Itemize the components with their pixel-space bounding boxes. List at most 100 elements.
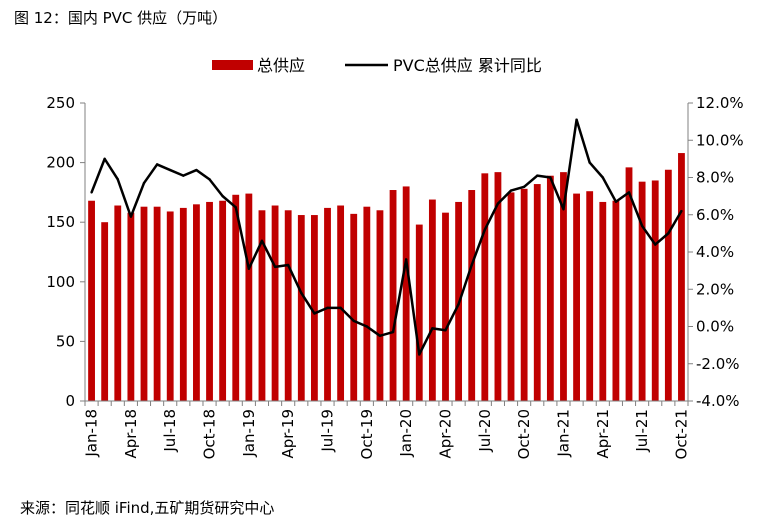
yoy-point-Oct-19 (365, 325, 369, 328)
bar-Feb-21 (573, 193, 580, 401)
yoy-point-Apr-21 (601, 176, 604, 179)
yoy-point-Jun-20 (470, 263, 473, 267)
right-tick-label: 2.0% (696, 280, 734, 298)
bar-Nov-20 (533, 184, 541, 401)
right-tick-label: 0.0% (696, 318, 734, 336)
bar-Sep-18 (193, 204, 200, 401)
left-tick-label: 250 (46, 94, 75, 112)
x-tick-label: Jan-20 (397, 409, 415, 458)
bar-Apr-21 (599, 201, 607, 401)
line-series-layer (90, 118, 683, 356)
yoy-point-Sep-18 (195, 168, 198, 172)
yoy-point-Feb-18 (103, 157, 106, 161)
bar-Jan-19 (245, 193, 253, 401)
bar-Dec-19 (389, 190, 397, 401)
yoy-point-Jul-18 (169, 168, 172, 172)
yoy-point-May-21 (614, 200, 618, 203)
x-tick-label: Oct-20 (515, 409, 533, 459)
bar-Apr-19 (284, 210, 292, 401)
bar-May-18 (140, 206, 148, 401)
left-axis-ticks: 0 50 100 150 200 250 (46, 94, 85, 410)
yoy-point-Aug-21 (654, 243, 657, 246)
yoy-point-Apr-18 (129, 215, 133, 218)
yoy-point-Jul-19 (326, 306, 329, 310)
right-tick-label: -4.0% (696, 392, 740, 410)
yoy-point-Oct-21 (680, 209, 683, 213)
x-tick-label: Jan-18 (83, 409, 101, 458)
x-tick-label: Oct-19 (358, 409, 376, 459)
x-tick-label: Jan-21 (554, 409, 572, 458)
bar-Nov-19 (376, 210, 384, 401)
yoy-point-Sep-20 (509, 189, 513, 192)
yoy-point-Aug-19 (339, 306, 342, 310)
bar-Jul-18 (166, 211, 174, 401)
x-tick-label: Oct-18 (201, 409, 219, 459)
bar-Nov-18 (219, 200, 227, 401)
right-tick-label: -2.0% (696, 355, 740, 373)
yoy-point-Feb-19 (260, 239, 264, 243)
bar-Jul-21 (638, 181, 646, 401)
yoy-point-Dec-20 (549, 176, 552, 179)
bar-Aug-21 (651, 180, 659, 401)
bar-Sep-19 (350, 213, 358, 401)
bar-Feb-20 (415, 224, 423, 401)
yoy-point-Jul-21 (640, 224, 644, 228)
x-tick-label: Jul-21 (633, 409, 651, 453)
bar-Aug-18 (179, 207, 187, 401)
bar-Jul-20 (481, 173, 489, 401)
x-tick-label: Apr-20 (436, 409, 454, 459)
yoy-point-Feb-21 (575, 118, 578, 121)
yoy-point-Oct-18 (208, 178, 211, 181)
bar-Jun-19 (310, 215, 318, 401)
yoy-point-Mar-21 (588, 161, 591, 164)
yoy-point-Mar-20 (431, 327, 434, 330)
bar-Feb-18 (101, 222, 109, 401)
legend: 总供应 PVC总供应 累计同比 (212, 56, 542, 75)
bar-Jun-20 (468, 190, 476, 401)
left-tick-label: 50 (56, 332, 75, 350)
yoy-point-Apr-20 (444, 329, 447, 332)
right-tick-label: 10.0% (696, 131, 744, 149)
bar-Apr-18 (127, 212, 135, 401)
x-tick-label: Jul-19 (319, 409, 337, 453)
bar-Oct-19 (363, 206, 371, 401)
yoy-point-May-20 (457, 302, 460, 306)
right-tick-label: 4.0% (696, 243, 734, 261)
yoy-point-Jan-21 (562, 207, 565, 211)
yoy-point-Jul-20 (483, 228, 487, 231)
right-axis-ticks: -4.0% -2.0% 0.0% 2.0% 4.0% 6.0% 8.0% 10.0% 12.0% (688, 94, 744, 410)
yoy-point-Sep-19 (352, 319, 355, 323)
yoy-point-May-19 (300, 291, 303, 295)
yoy-point-Jun-19 (313, 312, 316, 315)
yoy-point-Nov-18 (221, 194, 224, 198)
yoy-point-Dec-19 (391, 330, 395, 334)
yoy-point-Aug-20 (496, 202, 500, 205)
legend-line-label: PVC总供应 累计同比 (393, 56, 542, 75)
yoy-point-Nov-20 (536, 174, 539, 177)
bar-Dec-20 (546, 175, 554, 401)
bar-Sep-21 (664, 169, 672, 401)
legend-bar-swatch (212, 60, 253, 70)
yoy-line (90, 118, 683, 356)
yoy-point-May-18 (142, 181, 146, 185)
x-tick-label: Oct-21 (672, 409, 690, 459)
yoy-point-Oct-20 (522, 185, 526, 189)
right-tick-label: 6.0% (696, 206, 734, 224)
left-tick-label: 150 (46, 213, 75, 231)
bar-Oct-20 (520, 188, 528, 401)
yoy-point-Jan-19 (247, 267, 251, 270)
yoy-point-Sep-21 (667, 232, 670, 235)
bar-Mar-18 (114, 205, 122, 401)
right-tick-label: 8.0% (696, 169, 734, 187)
x-tick-label: Apr-18 (122, 409, 140, 459)
yoy-point-Feb-20 (418, 353, 421, 356)
bar-Mar-19 (271, 205, 279, 401)
x-tick-label: Apr-21 (594, 409, 612, 459)
bar-Mar-21 (586, 191, 594, 401)
legend-bar-label: 总供应 (257, 56, 305, 75)
bar-Sep-20 (507, 192, 515, 401)
x-tick-label: Jul-18 (161, 409, 179, 453)
yoy-point-Jun-21 (627, 191, 631, 194)
bar-Dec-18 (232, 194, 240, 401)
x-tick-label: Jul-20 (476, 409, 494, 453)
